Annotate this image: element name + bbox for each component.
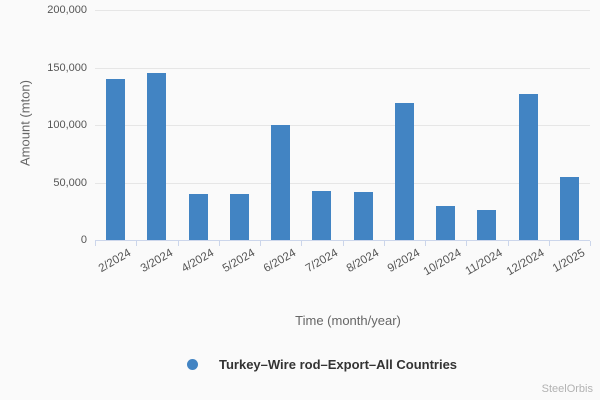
legend-item[interactable]: Turkey–Wire rod–Export–All Countries	[187, 357, 457, 372]
bar-8/2024[interactable]	[353, 191, 373, 240]
x-axis-tick	[260, 241, 261, 246]
bar-12/2024[interactable]	[518, 93, 538, 240]
x-axis-tick-label: 1/2025	[550, 247, 588, 275]
bar-7/2024[interactable]	[312, 190, 332, 240]
y-axis-tick-label: 0	[80, 234, 87, 246]
x-axis-tick-label: 10/2024	[421, 247, 464, 279]
legend: Turkey–Wire rod–Export–All Countries	[187, 357, 457, 372]
x-axis-title: Time (month/year)	[295, 313, 401, 328]
plot-area	[95, 0, 590, 241]
bar-2/2024[interactable]	[106, 79, 126, 240]
x-axis-tick	[177, 241, 179, 246]
x-axis-tick	[590, 241, 591, 246]
y-axis-tick-label: 200,000	[47, 4, 87, 16]
watermark: SteelOrbis	[541, 383, 593, 395]
x-axis-tick	[95, 241, 96, 246]
bar-11/2024[interactable]	[477, 210, 497, 240]
x-axis-tick	[425, 241, 426, 246]
x-axis-tick-label: 4/2024	[179, 247, 217, 275]
legend-marker-icon	[187, 359, 198, 370]
x-axis-tick	[548, 241, 550, 246]
x-axis-tick-label: 11/2024	[463, 247, 505, 278]
x-axis-tick	[383, 241, 385, 246]
legend-label: Turkey–Wire rod–Export–All Countries	[219, 357, 458, 372]
x-axis-tick	[301, 241, 303, 246]
x-axis-tick-label: 9/2024	[385, 247, 423, 275]
x-axis-tick-label: 8/2024	[344, 247, 382, 275]
x-axis-tick-label: 12/2024	[504, 247, 547, 279]
x-axis-tick	[507, 241, 509, 246]
bar-6/2024[interactable]	[271, 125, 291, 240]
x-axis-tick-label: 3/2024	[138, 247, 175, 275]
y-axis-title: Amount (mton)	[17, 80, 33, 166]
y-axis-tick-label: 50,000	[53, 176, 87, 189]
gridline	[95, 125, 590, 126]
y-axis-tick-label: 150,000	[47, 61, 87, 74]
gridline	[95, 67, 590, 69]
gridline	[95, 182, 590, 184]
bar-3/2024[interactable]	[147, 73, 167, 240]
x-axis-tick	[342, 241, 344, 246]
x-axis-tick	[218, 241, 220, 246]
x-axis-tick-label: 2/2024	[97, 247, 134, 275]
x-axis-tick-label: 5/2024	[220, 247, 258, 275]
gridline	[95, 10, 590, 11]
bar-10/2024[interactable]	[436, 205, 456, 240]
bar-4/2024[interactable]	[188, 194, 208, 240]
bar-5/2024[interactable]	[229, 194, 249, 240]
x-axis-tick	[466, 241, 468, 246]
x-axis-tick-label: 6/2024	[262, 247, 299, 275]
x-axis-tick-label: 7/2024	[303, 247, 340, 275]
bar-9/2024[interactable]	[394, 103, 414, 240]
bar-1/2025[interactable]	[559, 176, 579, 240]
y-axis-tick-label: 100,000	[47, 119, 87, 131]
x-axis-tick	[136, 241, 138, 246]
